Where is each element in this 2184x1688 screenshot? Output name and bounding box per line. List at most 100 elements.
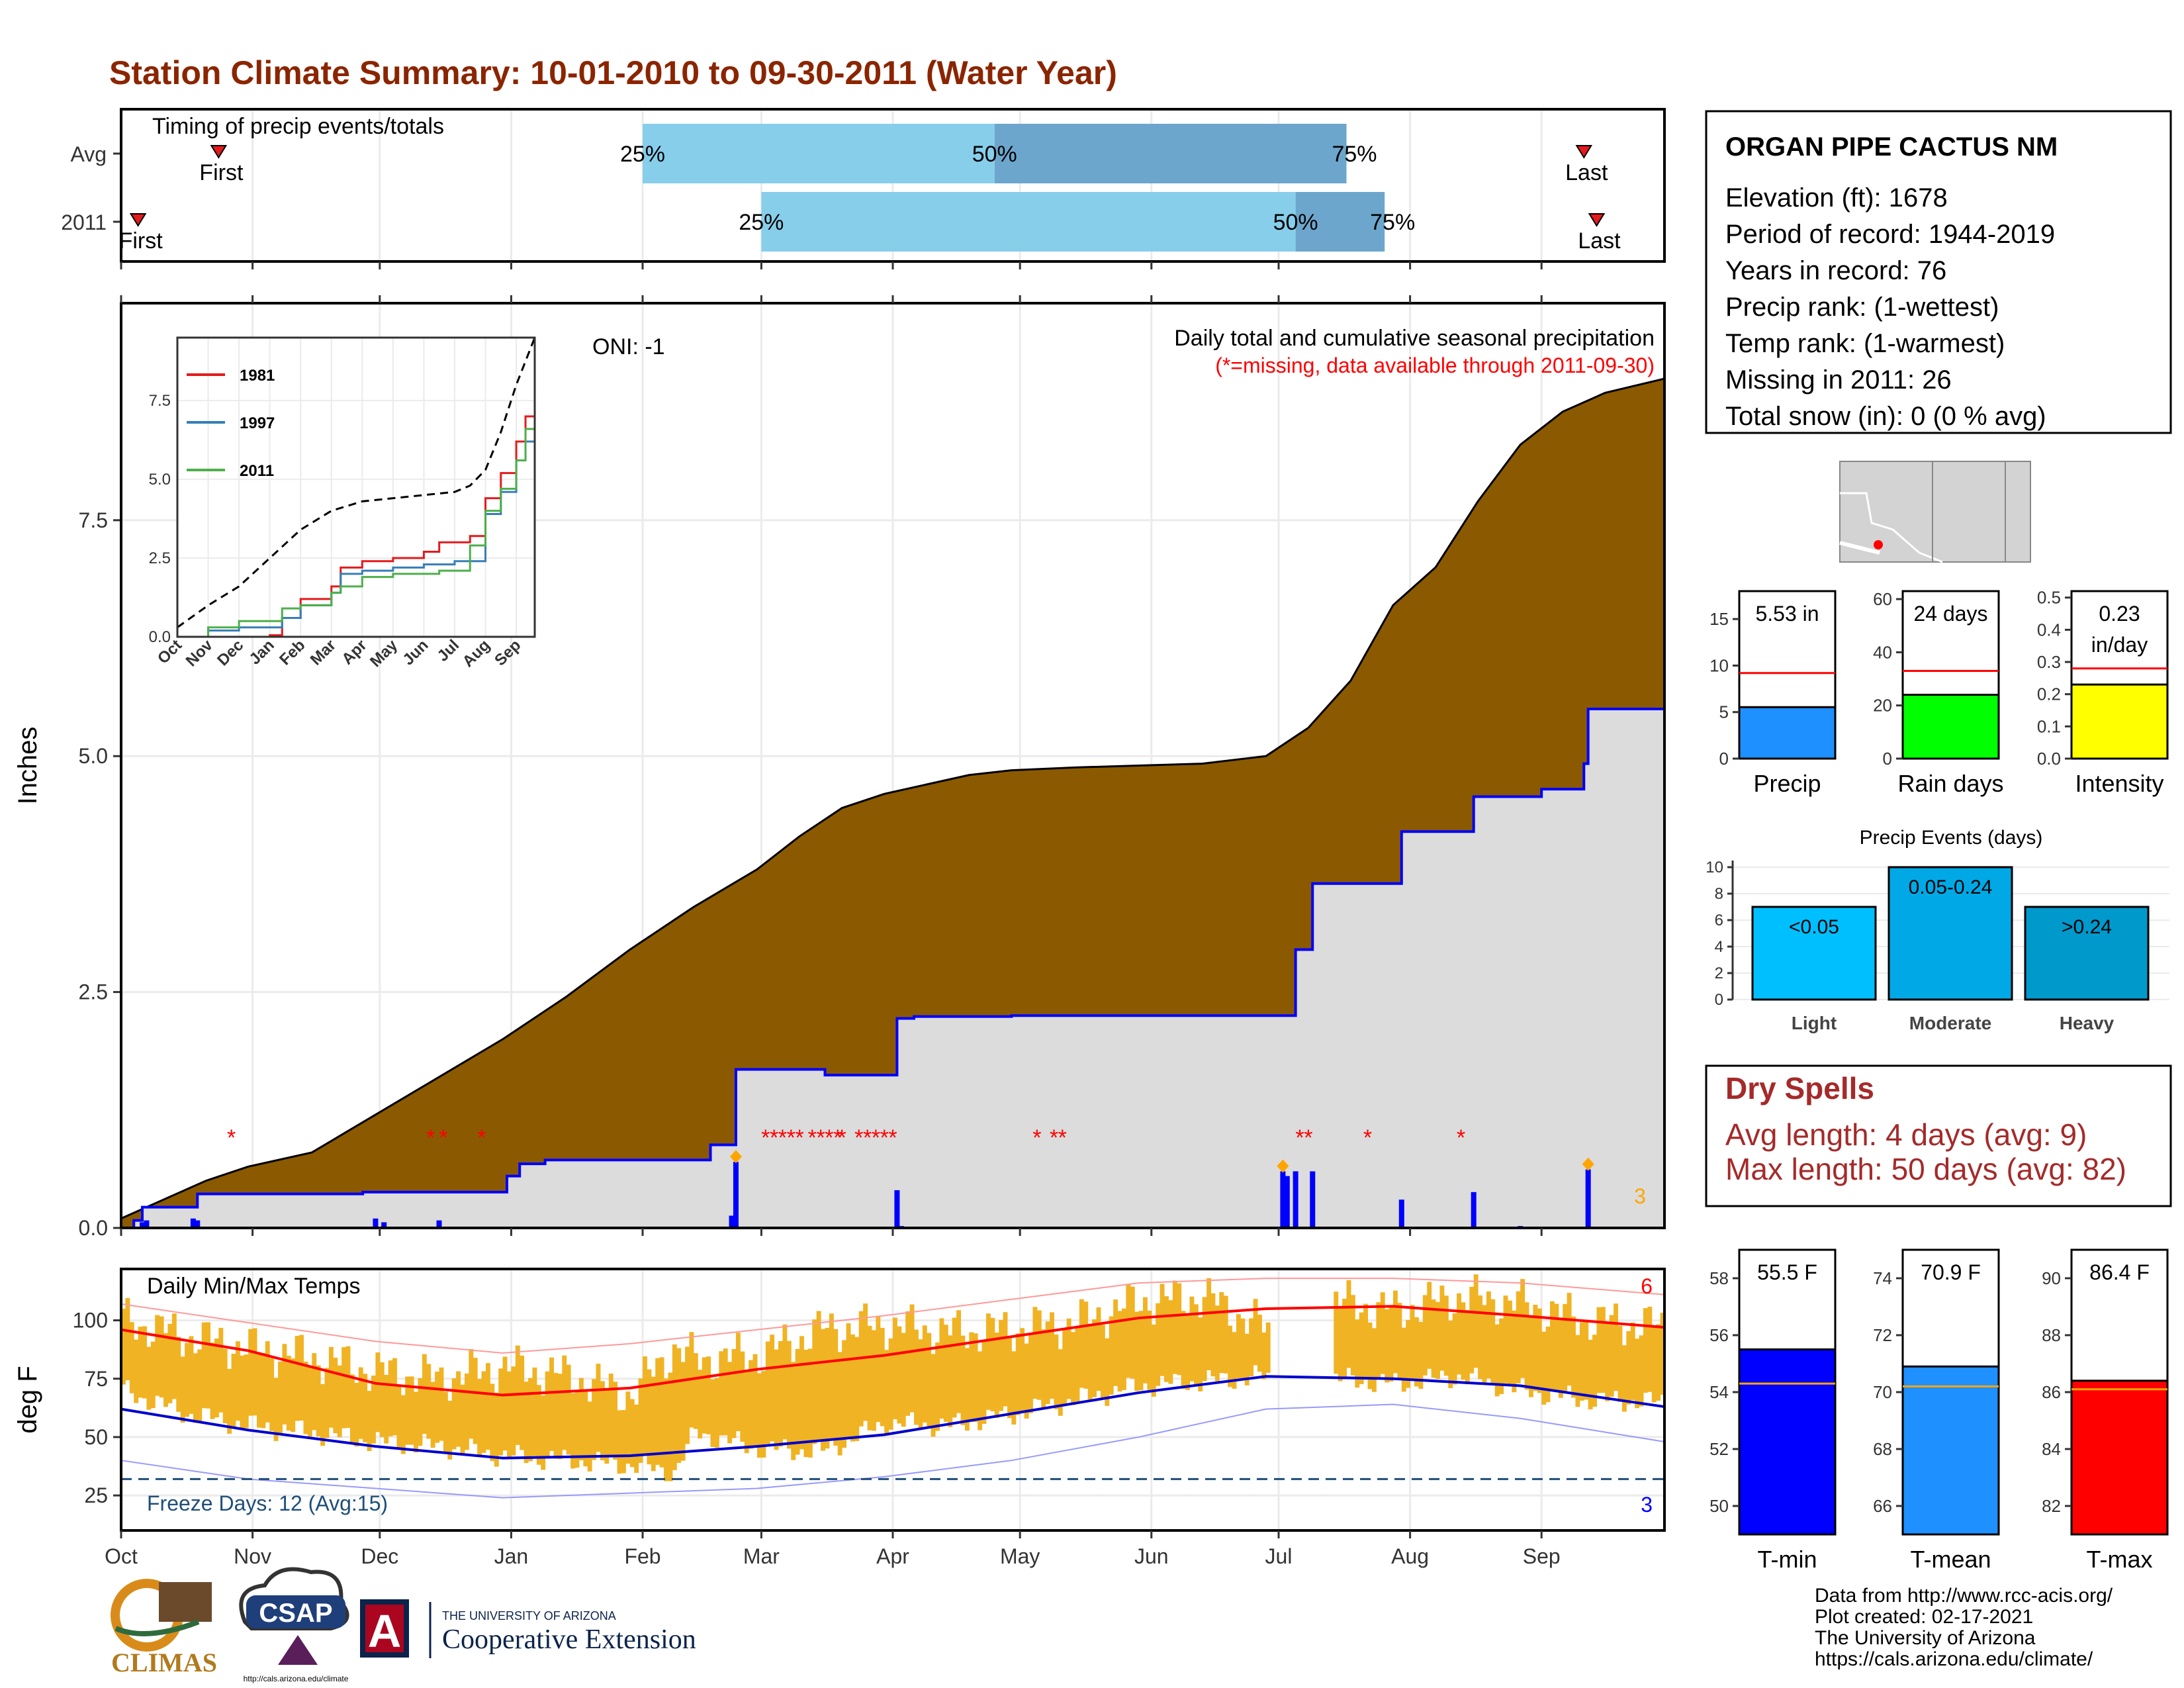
credit-line: The University of Arizona <box>1815 1627 2036 1649</box>
daily-temp-bar <box>464 1373 469 1450</box>
daily-temp-bar <box>494 1393 499 1467</box>
mini-bar-tick: 0.2 <box>2037 684 2061 704</box>
first-label: First <box>199 160 244 185</box>
daily-temp-bar <box>363 1374 368 1442</box>
daily-temp-bar <box>324 1368 330 1438</box>
temp-bar-label: T-max <box>2086 1546 2152 1573</box>
daily-temp-bar <box>871 1330 876 1431</box>
daily-temp-bar <box>668 1372 673 1481</box>
events-tick: 2 <box>1715 964 1723 982</box>
mini-bar-tick: 0.4 <box>2037 620 2061 639</box>
y-tick-label: 2.5 <box>79 980 108 1004</box>
temp-avg_min-line <box>120 1375 1665 1460</box>
daily-temp-bar <box>837 1352 842 1456</box>
events-tick: 6 <box>1715 912 1723 929</box>
daily-temp-bar <box>1011 1351 1017 1425</box>
events-tick: 0 <box>1715 991 1723 1009</box>
daily-temp-bar <box>273 1378 279 1441</box>
daily-temp-bar <box>1520 1279 1525 1378</box>
daily-temp-bar <box>320 1383 326 1446</box>
daily-temp-bar <box>1105 1338 1110 1406</box>
daily-precip-bar <box>894 1190 900 1228</box>
daily-temp-bar <box>1028 1334 1033 1413</box>
temp-bar-tick: 86 <box>2042 1382 2061 1402</box>
daily-temp-bar <box>185 1342 190 1417</box>
daily-temp-bar <box>680 1362 686 1461</box>
last-label: Last <box>1578 228 1621 254</box>
daily-temp-bar <box>1418 1322 1424 1389</box>
daily-temp-bar <box>1385 1309 1390 1383</box>
month-label: Nov <box>234 1544 271 1568</box>
daily-temp-bar <box>557 1374 563 1460</box>
daily-temp-bar <box>278 1361 283 1433</box>
max-precip-marker <box>1277 1159 1289 1173</box>
daily-temp-bar <box>1249 1318 1254 1377</box>
missing-day-marker: * <box>825 1125 833 1150</box>
oni-label: ONI: -1 <box>592 334 665 359</box>
mini-bar-rain-days <box>1901 694 2000 760</box>
daily-temp-bar <box>507 1371 512 1458</box>
daily-temp-bar <box>1020 1328 1025 1412</box>
daily-temp-bar <box>676 1348 682 1463</box>
daily-temp-bar <box>909 1304 915 1413</box>
daily-temp-bar <box>328 1346 334 1428</box>
daily-temp-bar <box>197 1349 203 1422</box>
daily-temp-bar <box>1168 1300 1173 1384</box>
daily-precip-bar <box>190 1218 196 1228</box>
daily-temp-bar <box>422 1354 427 1434</box>
events-bar-moderate <box>1888 866 2013 1001</box>
mini-bar-label: Precip <box>1753 770 1821 797</box>
mini-bar-tick: 40 <box>1873 642 1892 662</box>
month-label: Jul <box>1265 1544 1293 1568</box>
daily-temp-bar <box>1473 1274 1479 1368</box>
daily-temp-bar <box>299 1335 304 1421</box>
daily-precip-bar <box>1585 1169 1591 1228</box>
daily-temp-bar <box>235 1341 240 1421</box>
daily-temp-bar <box>1342 1299 1347 1378</box>
daily-temp-bar <box>770 1335 775 1442</box>
daily-temp-bar <box>1109 1316 1114 1395</box>
daily-temp-bar <box>994 1333 999 1419</box>
daily-temp-bar <box>1431 1299 1436 1378</box>
record-low-count: 3 <box>1641 1493 1653 1517</box>
daily-temp-bar <box>786 1340 792 1449</box>
events-title: Precip Events (days) <box>1860 827 2043 849</box>
events-bar-name: 0.05-0.24 <box>1909 876 1993 898</box>
daily-temp-bar <box>269 1358 275 1431</box>
daily-temp-bar <box>647 1369 652 1465</box>
daily-temp-bar <box>756 1373 762 1458</box>
credits: Data from http://www.rcc-acis.org/ Plot … <box>1815 1585 2113 1670</box>
max-count-label: 3 <box>1634 1184 1646 1208</box>
daily-temp-bar <box>1350 1295 1355 1376</box>
daily-temp-bar <box>1592 1335 1597 1407</box>
daily-temp-bar <box>1639 1335 1644 1407</box>
daily-temp-bar <box>1130 1286 1135 1379</box>
ua-a-mark: A <box>368 1605 402 1657</box>
daily-temp-bar <box>1138 1311 1144 1391</box>
y-tick-label: 75 <box>84 1367 108 1391</box>
station-name: ORGAN PIPE CACTUS NM <box>1725 132 2058 162</box>
daily-temp-bar <box>905 1311 911 1416</box>
inset-series-2011 <box>177 400 536 638</box>
csap-url: http://cals.arizona.edu/climate <box>244 1674 349 1683</box>
missing-day-marker: * <box>816 1125 825 1150</box>
daily-temp-bar <box>1003 1312 1008 1407</box>
daily-temp-bar <box>1156 1303 1161 1386</box>
daily-temp-bar <box>418 1378 423 1446</box>
daily-temp-bar <box>999 1320 1004 1411</box>
daily-temp-bar <box>1558 1317 1563 1398</box>
daily-temp-bar <box>1371 1328 1377 1392</box>
daily-temp-bar <box>922 1325 927 1423</box>
missing-day-marker: * <box>833 1125 842 1150</box>
daily-temp-bar <box>1355 1319 1360 1388</box>
daily-temp-bar <box>570 1393 576 1469</box>
missing-day-marker: * <box>761 1125 770 1150</box>
daily-temp-bar <box>469 1348 474 1439</box>
station-line: Period of record: 1944-2019 <box>1725 220 2055 249</box>
daily-temp-bar <box>731 1348 737 1438</box>
daily-temp-bar <box>206 1322 211 1409</box>
daily-temp-bar <box>485 1363 490 1450</box>
daily-temp-bar <box>1609 1315 1614 1397</box>
daily-precip-bar <box>733 1162 739 1228</box>
daily-temp-bar <box>600 1381 605 1461</box>
